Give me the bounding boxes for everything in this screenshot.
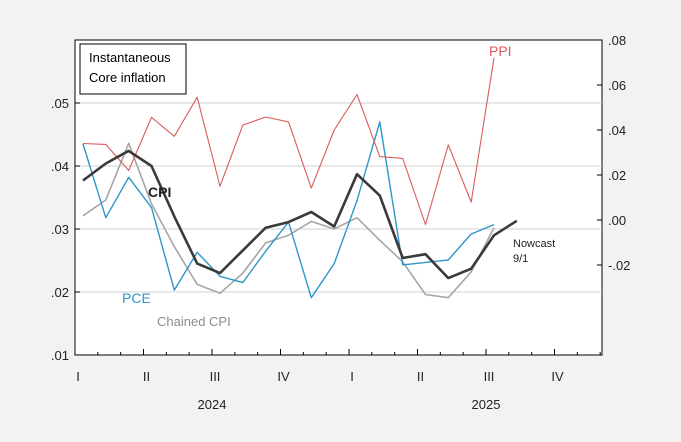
- right-y-axis: -.02 .00 .02 .04 .06 .08: [597, 33, 630, 273]
- annotation-nowcast: Nowcast: [513, 238, 555, 250]
- left-y-tick-label: .03: [51, 222, 69, 237]
- annotation-date: 9/1: [513, 253, 528, 265]
- x-quarter-label: I: [76, 369, 80, 384]
- series-line-chained-cpi: [82, 142, 495, 299]
- x-quarter-label: IV: [551, 369, 564, 384]
- x-quarter-label: I: [350, 369, 354, 384]
- legend-box: Instantaneous Core inflation: [79, 43, 187, 95]
- right-y-tick-label: -.02: [608, 258, 630, 273]
- right-y-tick-label: .04: [608, 123, 626, 138]
- right-y-tick-label: .08: [608, 33, 626, 48]
- x-quarter-label: III: [484, 369, 495, 384]
- legend-box-line-1: Instantaneous: [89, 50, 171, 65]
- legend-box-line-2: Core inflation: [89, 70, 166, 85]
- x-quarter-label: IV: [277, 369, 290, 384]
- series-line-ppi: [82, 57, 495, 226]
- left-y-tick-label: .04: [51, 159, 69, 174]
- left-y-axis: .01 .02 .03 .04 .05: [51, 96, 80, 363]
- grid: [75, 102, 602, 293]
- series-line-cpi: [82, 149, 518, 280]
- x-quarter-label: III: [210, 369, 221, 384]
- series-group: [82, 57, 518, 299]
- series-label-pce: PCE: [122, 290, 151, 306]
- right-y-tick-label: .02: [608, 168, 626, 183]
- series-label-ppi: PPI: [489, 43, 512, 59]
- series-label-cpi: CPI: [148, 184, 171, 200]
- x-quarter-label: II: [417, 369, 424, 384]
- left-y-tick-label: .01: [51, 348, 69, 363]
- right-y-tick-label: .00: [608, 213, 626, 228]
- x-year-label: 2025: [472, 397, 501, 412]
- x-year-label: 2024: [198, 397, 227, 412]
- right-y-tick-label: .06: [608, 78, 626, 93]
- series-label-chained-cpi: Chained CPI: [157, 314, 231, 329]
- left-y-tick-label: .05: [51, 96, 69, 111]
- x-quarter-label: II: [143, 369, 150, 384]
- left-y-tick-label: .02: [51, 285, 69, 300]
